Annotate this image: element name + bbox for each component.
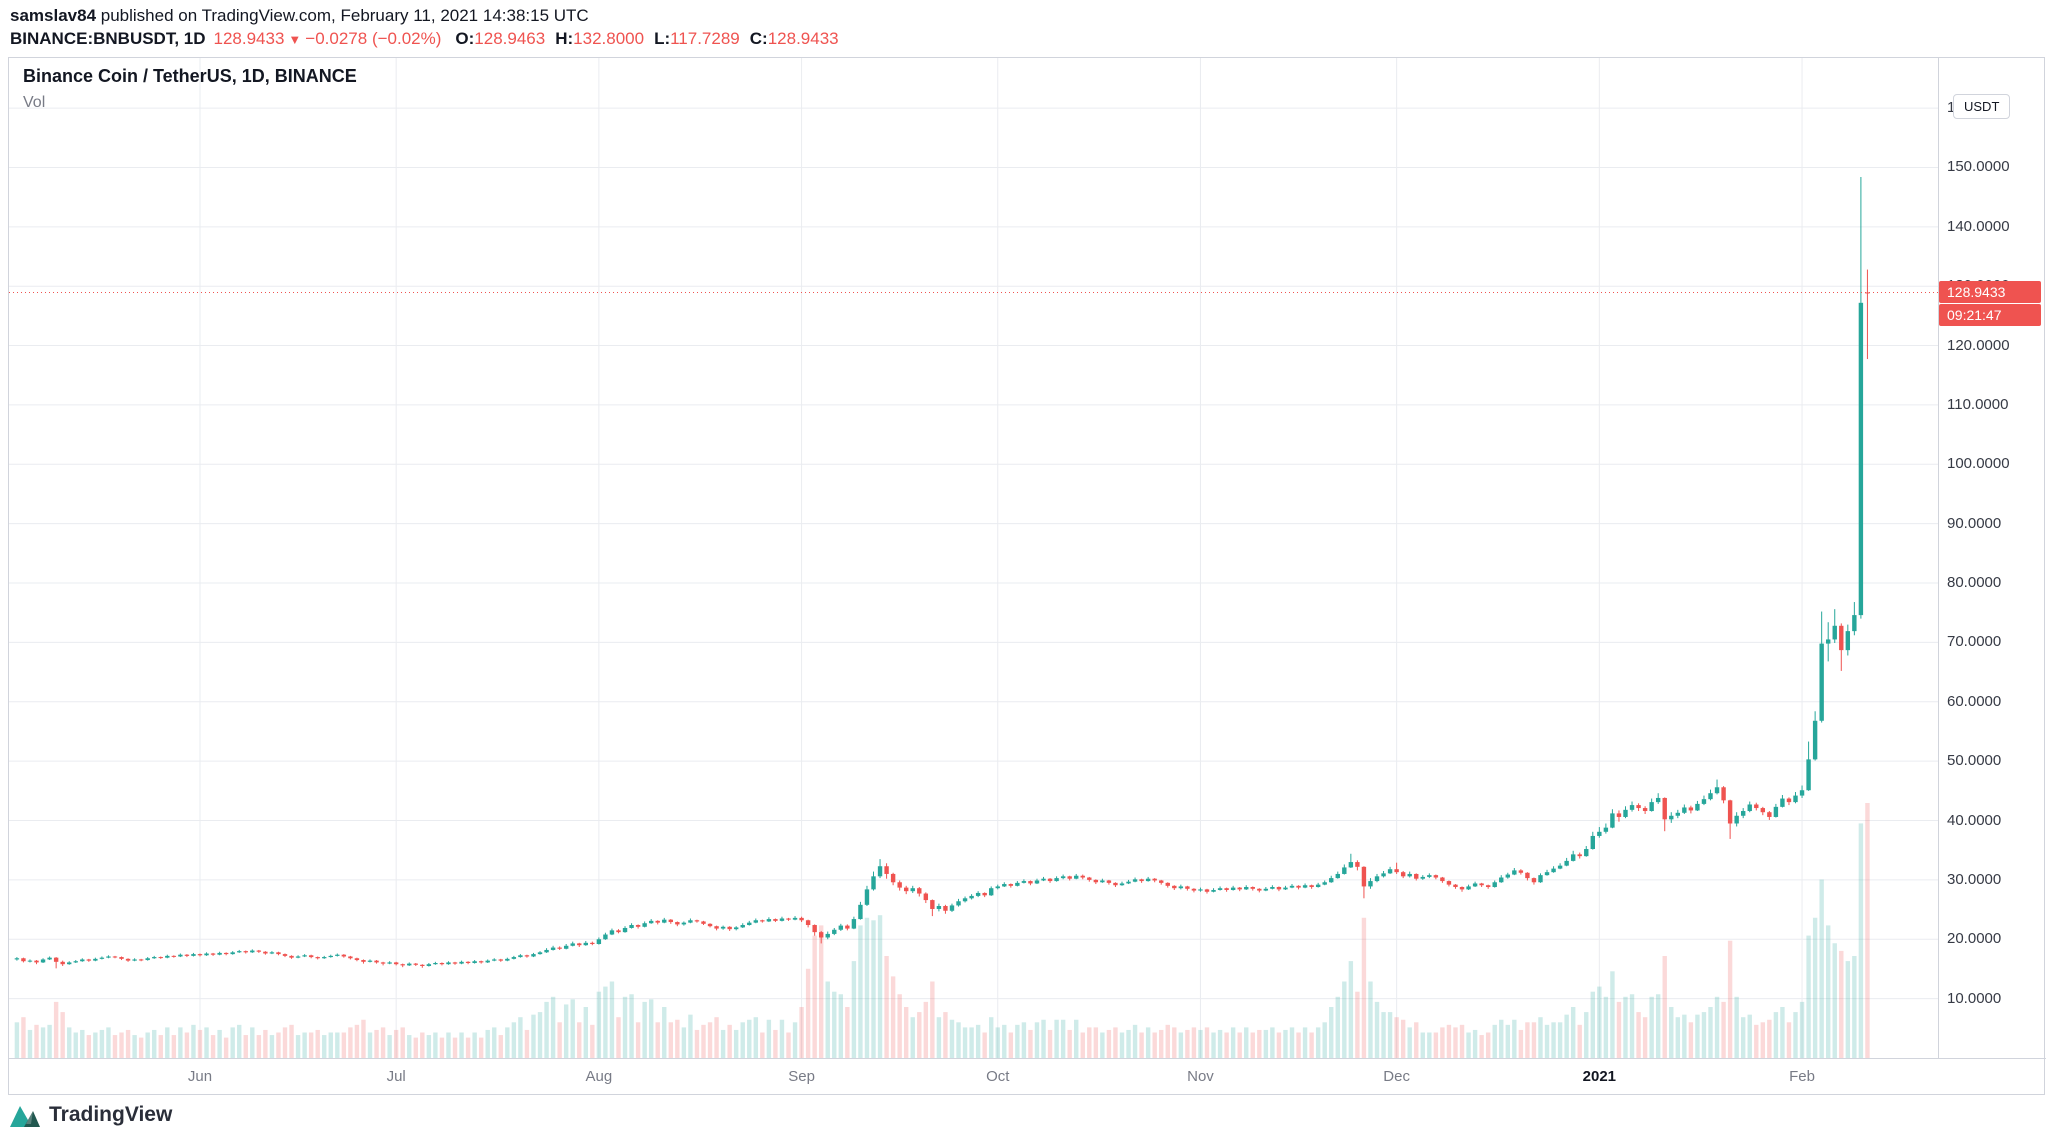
bar-countdown-tag: 09:21:47 <box>1939 304 2041 327</box>
byline-text: published on TradingView.com, February 1… <box>96 6 589 25</box>
price-tick-label: 10.0000 <box>1947 989 2002 1007</box>
chart-title: Binance Coin / TetherUS, 1D, BINANCE <box>23 66 357 86</box>
open-label: O: <box>455 29 475 48</box>
price-tick-label: 20.0000 <box>1947 930 2002 948</box>
price-tick-label: 40.0000 <box>1947 811 2002 829</box>
open-value: 128.9463 <box>474 29 546 48</box>
low-value: 117.7289 <box>670 29 740 48</box>
ohlc-low: L:117.7289 <box>654 29 740 48</box>
tradingview-logo-icon <box>10 1106 40 1127</box>
price-change: −0.0278 (−0.02%) <box>305 29 442 48</box>
price-down-arrow-icon: ▼ <box>288 32 302 47</box>
price-tick-label: 50.0000 <box>1947 752 2002 770</box>
price-axis[interactable]: 160.0000150.0000140.0000130.0000120.0000… <box>1938 58 2044 1058</box>
ohlc-close: C:128.9433 <box>750 29 839 48</box>
time-tick-label: Aug <box>585 1068 613 1085</box>
price-tick-label: 60.0000 <box>1947 692 2002 710</box>
time-tick-label: Sep <box>788 1068 815 1085</box>
volume-indicator-label: Vol <box>23 94 46 111</box>
chart-panel: Binance Coin / TetherUS, 1D, BINANCE Vol… <box>8 57 2046 1095</box>
price-tick-label: 120.0000 <box>1947 336 2010 354</box>
price-tick-label: 100.0000 <box>1947 455 2010 473</box>
chart-legend: Binance Coin / TetherUS, 1D, BINANCE Vol <box>23 64 357 114</box>
price-tick-label: 70.0000 <box>1947 633 2002 651</box>
price-tick-label: 150.0000 <box>1947 158 2010 176</box>
ohlc-high: H:132.8000 <box>555 29 644 48</box>
price-tick-label: 90.0000 <box>1947 514 2002 532</box>
time-tick-label: Nov <box>1187 1068 1214 1085</box>
price-tick-label: 110.0000 <box>1947 395 2009 413</box>
time-tick-label: Jun <box>187 1068 213 1085</box>
close-value: 128.9433 <box>767 29 839 48</box>
low-label: L: <box>654 29 671 48</box>
time-tick-label: Jul <box>386 1068 406 1085</box>
ohlc-open: O:128.9463 <box>455 29 545 48</box>
time-tick-label: Dec <box>1383 1068 1410 1085</box>
price-tick-label: 30.0000 <box>1947 870 2002 888</box>
byline-username: samslav84 <box>10 6 97 25</box>
currency-toggle-button[interactable]: USDT <box>1953 94 2011 119</box>
price-tick-label: 140.0000 <box>1947 217 2010 235</box>
tradingview-branding[interactable]: TradingView <box>10 1102 172 1128</box>
time-tick-label: 2021 <box>1582 1068 1617 1085</box>
last-price-value: 128.9433 <box>213 29 285 48</box>
chart-plot-area[interactable]: Binance Coin / TetherUS, 1D, BINANCE Vol <box>9 58 1938 1058</box>
high-value: 132.8000 <box>573 29 645 48</box>
time-tick-label: Feb <box>1789 1068 1815 1085</box>
price-chart-svg[interactable] <box>9 58 1938 1058</box>
symbol-info-line: BINANCE:BNBUSDT, 1D 128.9433 ▼ −0.0278 (−0.… <box>10 29 849 50</box>
high-label: H: <box>555 29 574 48</box>
time-axis[interactable]: Jun Jul Aug Sep Oct Nov Dec 2021 Feb <box>9 1058 2046 1095</box>
byline: samslav84 published on TradingView.com, … <box>10 6 589 26</box>
tradingview-brand-text: TradingView <box>49 1103 173 1126</box>
last-price-tag: 128.9433 <box>1939 281 2041 304</box>
price-tick-label: 80.0000 <box>1947 574 2002 592</box>
time-tick-label: Oct <box>986 1068 1010 1085</box>
symbol-name: BINANCE:BNBUSDT, 1D <box>10 29 206 48</box>
close-label: C: <box>749 29 768 48</box>
